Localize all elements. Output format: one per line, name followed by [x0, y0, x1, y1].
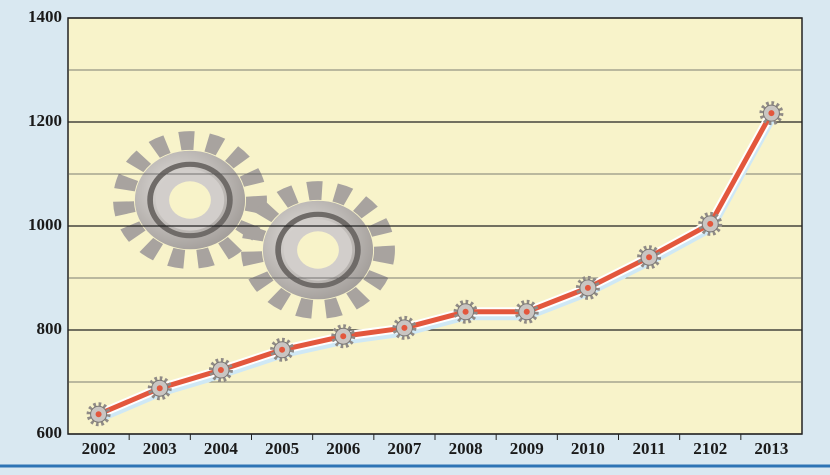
y-tick-label: 800 — [37, 319, 63, 338]
marker-center — [279, 346, 286, 353]
x-tick-label: 2013 — [754, 439, 788, 458]
y-tick-label: 1400 — [28, 7, 62, 26]
marker-center — [217, 367, 224, 374]
marker-teeth — [270, 337, 295, 362]
plot — [86, 101, 784, 427]
marker-teeth — [637, 245, 662, 270]
point-marker — [514, 299, 539, 324]
x-tick-label: 2007 — [387, 439, 422, 458]
x-tick-label: 2010 — [571, 439, 605, 458]
point-marker — [270, 337, 295, 362]
marker-center — [156, 385, 163, 392]
point-marker — [208, 358, 233, 383]
y-tick-label: 1000 — [28, 215, 62, 234]
point-marker — [331, 324, 356, 349]
marker-teeth — [392, 315, 417, 340]
x-tick-label: 2008 — [449, 439, 483, 458]
x-tick-label: 2009 — [510, 439, 544, 458]
marker-center — [646, 254, 653, 261]
point-marker — [392, 315, 417, 340]
point-marker — [86, 402, 111, 427]
x-tick-label: 2102 — [693, 439, 727, 458]
y-tick-label: 600 — [37, 423, 63, 442]
marker-teeth — [331, 324, 356, 349]
marker-teeth — [514, 299, 539, 324]
point-marker — [147, 376, 172, 401]
point-marker — [698, 211, 723, 236]
point-marker — [575, 275, 600, 300]
marker-center — [401, 324, 408, 331]
point-marker — [637, 245, 662, 270]
y-tick-label: 1200 — [28, 111, 62, 130]
marker-teeth — [86, 402, 111, 427]
point-marker — [453, 299, 478, 324]
marker-center — [523, 308, 530, 315]
x-tick-label: 2002 — [82, 439, 116, 458]
x-tick-label: 2006 — [326, 439, 360, 458]
marker-teeth — [208, 358, 233, 383]
marker-center — [95, 411, 102, 418]
x-tick-label: 2005 — [265, 439, 299, 458]
x-tick-label: 2011 — [633, 439, 666, 458]
grid — [68, 17, 802, 440]
marker-teeth — [759, 101, 784, 126]
x-tick-label: 2004 — [204, 439, 239, 458]
marker-teeth — [698, 211, 723, 236]
marker-center — [584, 284, 591, 291]
x-tick-label: 2003 — [143, 439, 177, 458]
marker-teeth — [575, 275, 600, 300]
point-marker — [759, 101, 784, 126]
marker-center — [340, 333, 347, 340]
marker-teeth — [453, 299, 478, 324]
marker-center — [707, 220, 714, 227]
marker-teeth — [147, 376, 172, 401]
marker-center — [462, 308, 469, 315]
marker-center — [768, 110, 775, 117]
